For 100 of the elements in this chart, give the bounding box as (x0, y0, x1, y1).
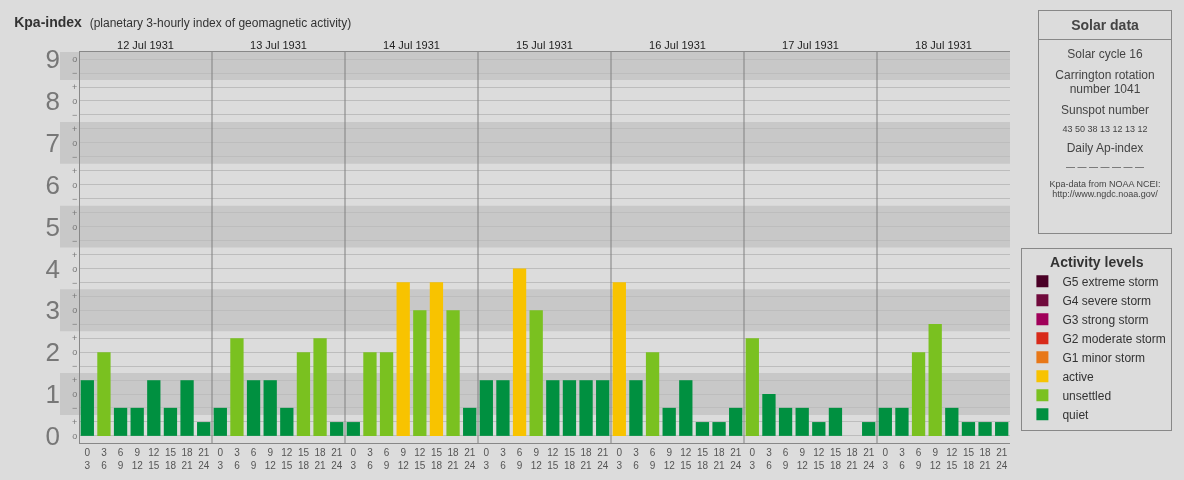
category-label: + (71, 165, 78, 176)
bar (579, 380, 593, 436)
category-label: + (71, 417, 78, 428)
bar (745, 338, 759, 436)
category-label: + (71, 375, 78, 386)
x-tick-label: 18 21 (181, 447, 194, 471)
bar (479, 380, 493, 436)
x-tick-label: 3 6 (633, 447, 640, 471)
bar (296, 352, 311, 436)
y-tick-label: 5 (45, 211, 60, 242)
x-tick-label: 3 6 (899, 447, 906, 471)
bar (928, 324, 942, 436)
bar (230, 338, 244, 436)
category-label: o (72, 137, 78, 148)
category-label: + (71, 249, 78, 260)
category-label: o (72, 221, 78, 232)
category-label: o (72, 96, 78, 107)
y-tick-label: 8 (45, 86, 60, 117)
x-tick-label: 9 12 (530, 447, 543, 471)
category-label: − (71, 151, 78, 162)
category-label: + (71, 291, 78, 302)
bar (679, 380, 693, 436)
bar (645, 352, 660, 436)
x-tick-label: 18 21 (713, 447, 726, 471)
bar (263, 380, 277, 436)
category-label: + (71, 124, 78, 135)
bar (429, 282, 444, 436)
x-tick-label: 9 12 (929, 447, 942, 471)
y-tick-label: 7 (45, 127, 60, 158)
legend-label: quiet (1062, 407, 1090, 422)
bar (596, 380, 610, 436)
category-label: − (71, 361, 78, 372)
x-tick-label: 18 21 (314, 447, 327, 471)
x-tick-label: 6 9 (383, 447, 390, 471)
x-tick-label: 21 24 (597, 447, 609, 471)
bar (512, 268, 527, 436)
bar (812, 422, 826, 436)
category-label: − (71, 319, 78, 330)
bar (330, 422, 344, 436)
bar (496, 380, 510, 436)
legend-label: G1 minor storm (1062, 350, 1146, 365)
category-label: o (72, 54, 78, 65)
bar (995, 422, 1009, 436)
bar (729, 407, 743, 436)
x-tick-label: 18 21 (580, 447, 593, 471)
x-tick-label: 3 6 (367, 447, 374, 471)
category-label: o (72, 347, 78, 358)
text: 43 50 38 13 12 13 12 (1061, 124, 1149, 134)
category-label: + (71, 82, 78, 93)
x-tick-label: 12 15 (813, 447, 825, 471)
x-tick-label: 15 18 (696, 447, 709, 471)
chart-subtitle: (planetary 3-hourly index of geomagnetic activity) (89, 15, 352, 30)
bar (895, 407, 909, 436)
x-tick-label: 6 9 (250, 447, 257, 471)
x-tick-label: 12 15 (281, 447, 293, 471)
legend-title: Activity levels (1050, 253, 1144, 270)
bar (629, 380, 643, 436)
bar (546, 380, 560, 436)
bar (945, 407, 959, 436)
text: Daily Ap-index (1065, 141, 1145, 155)
x-tick-label: 3 6 (500, 447, 507, 471)
bar (562, 380, 577, 436)
x-tick-label: 12 15 (680, 447, 692, 471)
bar (163, 407, 178, 436)
category-label: − (71, 235, 78, 246)
x-tick-label: 0 3 (84, 447, 91, 471)
bar (80, 380, 94, 436)
bar (978, 422, 992, 436)
bar (113, 407, 128, 436)
bar (463, 407, 477, 436)
category-label: − (71, 403, 78, 414)
x2-tick-label: 12 Jul 1931 (117, 38, 174, 51)
x-tick-label: 15 18 (164, 447, 177, 471)
text: — — — — — — — (1065, 162, 1145, 172)
x-tick-label: 21 24 (464, 447, 476, 471)
x-tick-label: 6 9 (649, 447, 656, 471)
category-label: + (71, 207, 78, 218)
x-tick-label: 0 3 (217, 447, 224, 471)
bar (280, 407, 294, 436)
bar (795, 407, 809, 436)
x-tick-label: 6 9 (915, 447, 922, 471)
x-tick-label: 0 3 (483, 447, 490, 471)
category-label: − (71, 110, 78, 121)
y-tick-label: 9 (45, 44, 60, 75)
bar (346, 422, 360, 436)
category-label: − (71, 68, 78, 79)
bar (213, 407, 227, 436)
bar (911, 352, 926, 436)
x-tick-label: 6 9 (117, 447, 124, 471)
bar (363, 352, 377, 436)
bar (413, 310, 427, 436)
chart-title: Kpa-index (14, 13, 83, 30)
x-tick-label: 9 12 (663, 447, 676, 471)
x2-tick-label: 18 Jul 1931 (915, 38, 972, 51)
x-tick-label: 15 18 (829, 447, 842, 471)
category-label: − (71, 193, 78, 204)
x2-tick-label: 16 Jul 1931 (649, 38, 706, 51)
bar (446, 310, 460, 436)
x2-tick-label: 13 Jul 1931 (250, 38, 307, 51)
category-label: + (71, 333, 78, 344)
